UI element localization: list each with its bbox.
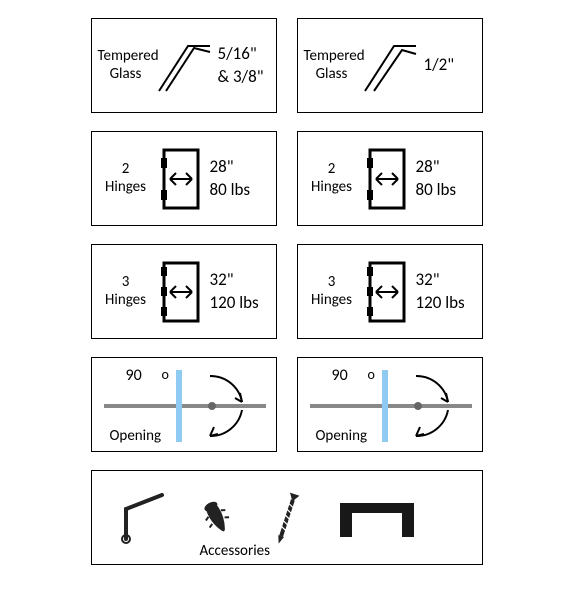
hinge-label: 2Hinges [92,161,154,196]
cell-hinge2-2: 2Hinges 28"80 lbs [297,131,483,226]
cell-hinge3-1: 3Hinges 32"120 lbs [91,244,277,339]
cell-opening-2: 90 o Opening [297,357,483,452]
glass-thickness-icon [360,36,420,96]
glass-thickness-icon [154,36,214,96]
swing-icon [92,358,278,453]
hinge-value: 32"120 lbs [206,269,259,313]
bracket-icon [322,483,432,553]
cell-opening-1: 90 o Opening [91,357,277,452]
hex-key-icon [112,483,182,553]
cell-accessories: Accessories [91,470,483,565]
cell-glass-1: TemperedGlass 5/16"& 3/8" [91,18,277,113]
accessories-label: Accessories [200,542,270,560]
hinge-label: 3Hinges [92,274,154,309]
cell-glass-2: TemperedGlass 1/2" [297,18,483,113]
door-2hinge-icon [360,146,412,212]
hinge-label: 3Hinges [298,274,360,309]
door-2hinge-icon [154,146,206,212]
door-3hinge-icon [154,259,206,325]
swing-icon [298,358,484,453]
hinge-value: 28"80 lbs [412,156,456,200]
glass-value: 1/2" [420,54,455,76]
spec-grid: TemperedGlass 5/16"& 3/8" TemperedGlass … [0,18,573,565]
glass-label: TemperedGlass [92,48,154,83]
cell-hinge3-2: 3Hinges 32"120 lbs [297,244,483,339]
glass-label: TemperedGlass [298,48,360,83]
hinge-value: 32"120 lbs [412,269,465,313]
door-3hinge-icon [360,259,412,325]
cell-hinge2-1: 2Hinges 28"80 lbs [91,131,277,226]
hinge-value: 28"80 lbs [206,156,250,200]
hinge-label: 2Hinges [298,161,360,196]
glass-value: 5/16"& 3/8" [214,43,264,87]
